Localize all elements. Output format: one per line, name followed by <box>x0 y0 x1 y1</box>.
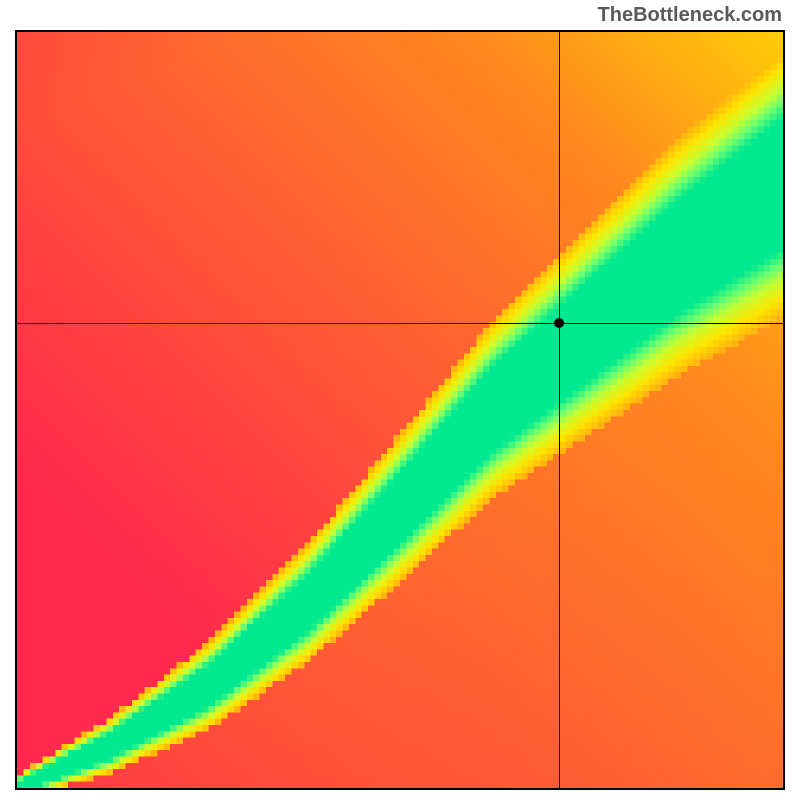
crosshair-vertical <box>559 32 560 788</box>
crosshair-horizontal <box>17 323 783 324</box>
crosshair-marker <box>554 318 564 328</box>
heatmap-canvas <box>17 32 783 788</box>
heatmap-plot <box>15 30 785 790</box>
watermark-text: TheBottleneck.com <box>598 4 782 27</box>
